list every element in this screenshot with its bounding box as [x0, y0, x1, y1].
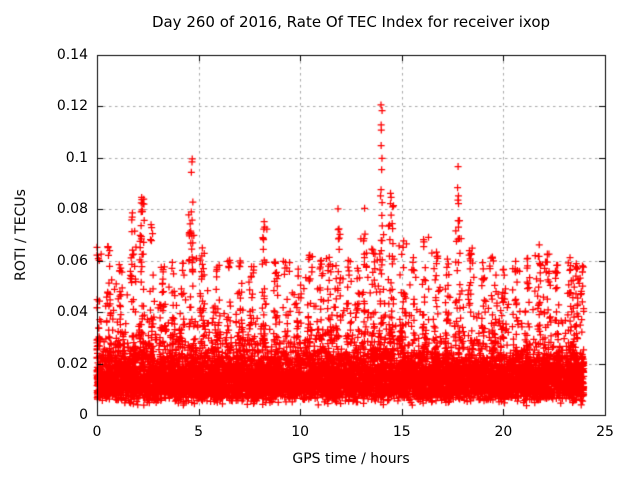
y-tick-label: 0.02	[56, 355, 88, 372]
x-tick-label: 5	[194, 424, 204, 440]
y-tick-label: 0.06	[56, 252, 88, 269]
y-tick-label: 0	[79, 407, 88, 423]
y-tick-label: 0.08	[56, 201, 88, 218]
x-tick-label: 0	[92, 424, 102, 440]
y-tick-label: 0.1	[65, 149, 88, 166]
y-tick-label: 0.12	[56, 98, 88, 115]
y-tick-label: 0.14	[56, 47, 88, 63]
x-axis-label: GPS time / hours	[292, 451, 410, 467]
x-tick-label: 25	[596, 424, 614, 440]
chart-title: Day 260 of 2016, Rate Of TEC Index for r…	[151, 13, 551, 31]
y-tick-label: 0.04	[56, 304, 88, 321]
x-tick-label: 15	[392, 424, 411, 440]
y-axis-label: ROTI / TECUs	[13, 189, 29, 281]
x-tick-label: 20	[494, 424, 513, 440]
x-tick-label: 10	[291, 424, 310, 440]
